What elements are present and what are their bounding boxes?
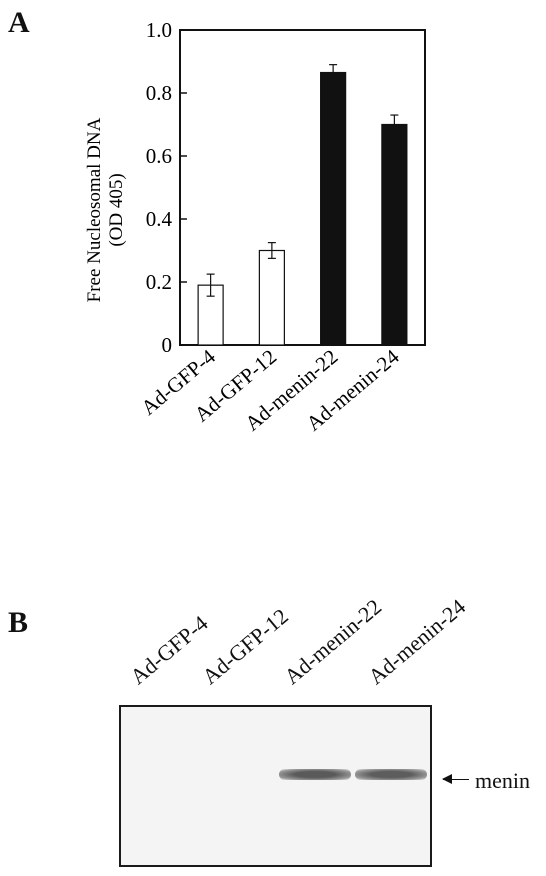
y-axis-ticks: 0 0.2 0.4 0.6 0.8 1.0 [146,18,187,357]
bar-chart: 0 0.2 0.4 0.6 0.8 1.0 Ad-GFP-4Ad-GFP-12Ad-men… [84,18,426,436]
menin-band [279,769,351,780]
y-axis-label-line2: (OD 405) [106,173,127,246]
y-tick-label: 0.6 [146,144,172,168]
bars [197,71,408,346]
error-bars [206,64,399,297]
arrow-left-icon [442,774,469,784]
y-tick-label: 0.4 [146,207,173,231]
bar-ad-menin-22 [320,71,347,346]
lane-label: Ad-GFP-12 [197,603,293,690]
y-tick-label: 0 [162,333,173,357]
y-tick-label: 0.8 [146,81,172,105]
y-tick-label: 1.0 [146,18,172,42]
panel-b-letter: B [8,606,29,639]
bar-ad-menin-24 [381,123,408,346]
menin-band [355,769,427,780]
band-label: menin [475,768,530,793]
plot-frame [179,29,426,346]
lane-label: Ad-GFP-4 [125,610,213,690]
y-tick-label: 0.2 [146,270,172,294]
y-axis-label-line1: Free Nucleosomal DNA [84,117,105,302]
western-blot [119,705,432,867]
bar-ad-gfp-12 [258,249,285,346]
panel-a-letter: A [8,6,30,39]
y-axis-label: Free Nucleosomal DNA (OD 405) [84,117,127,302]
